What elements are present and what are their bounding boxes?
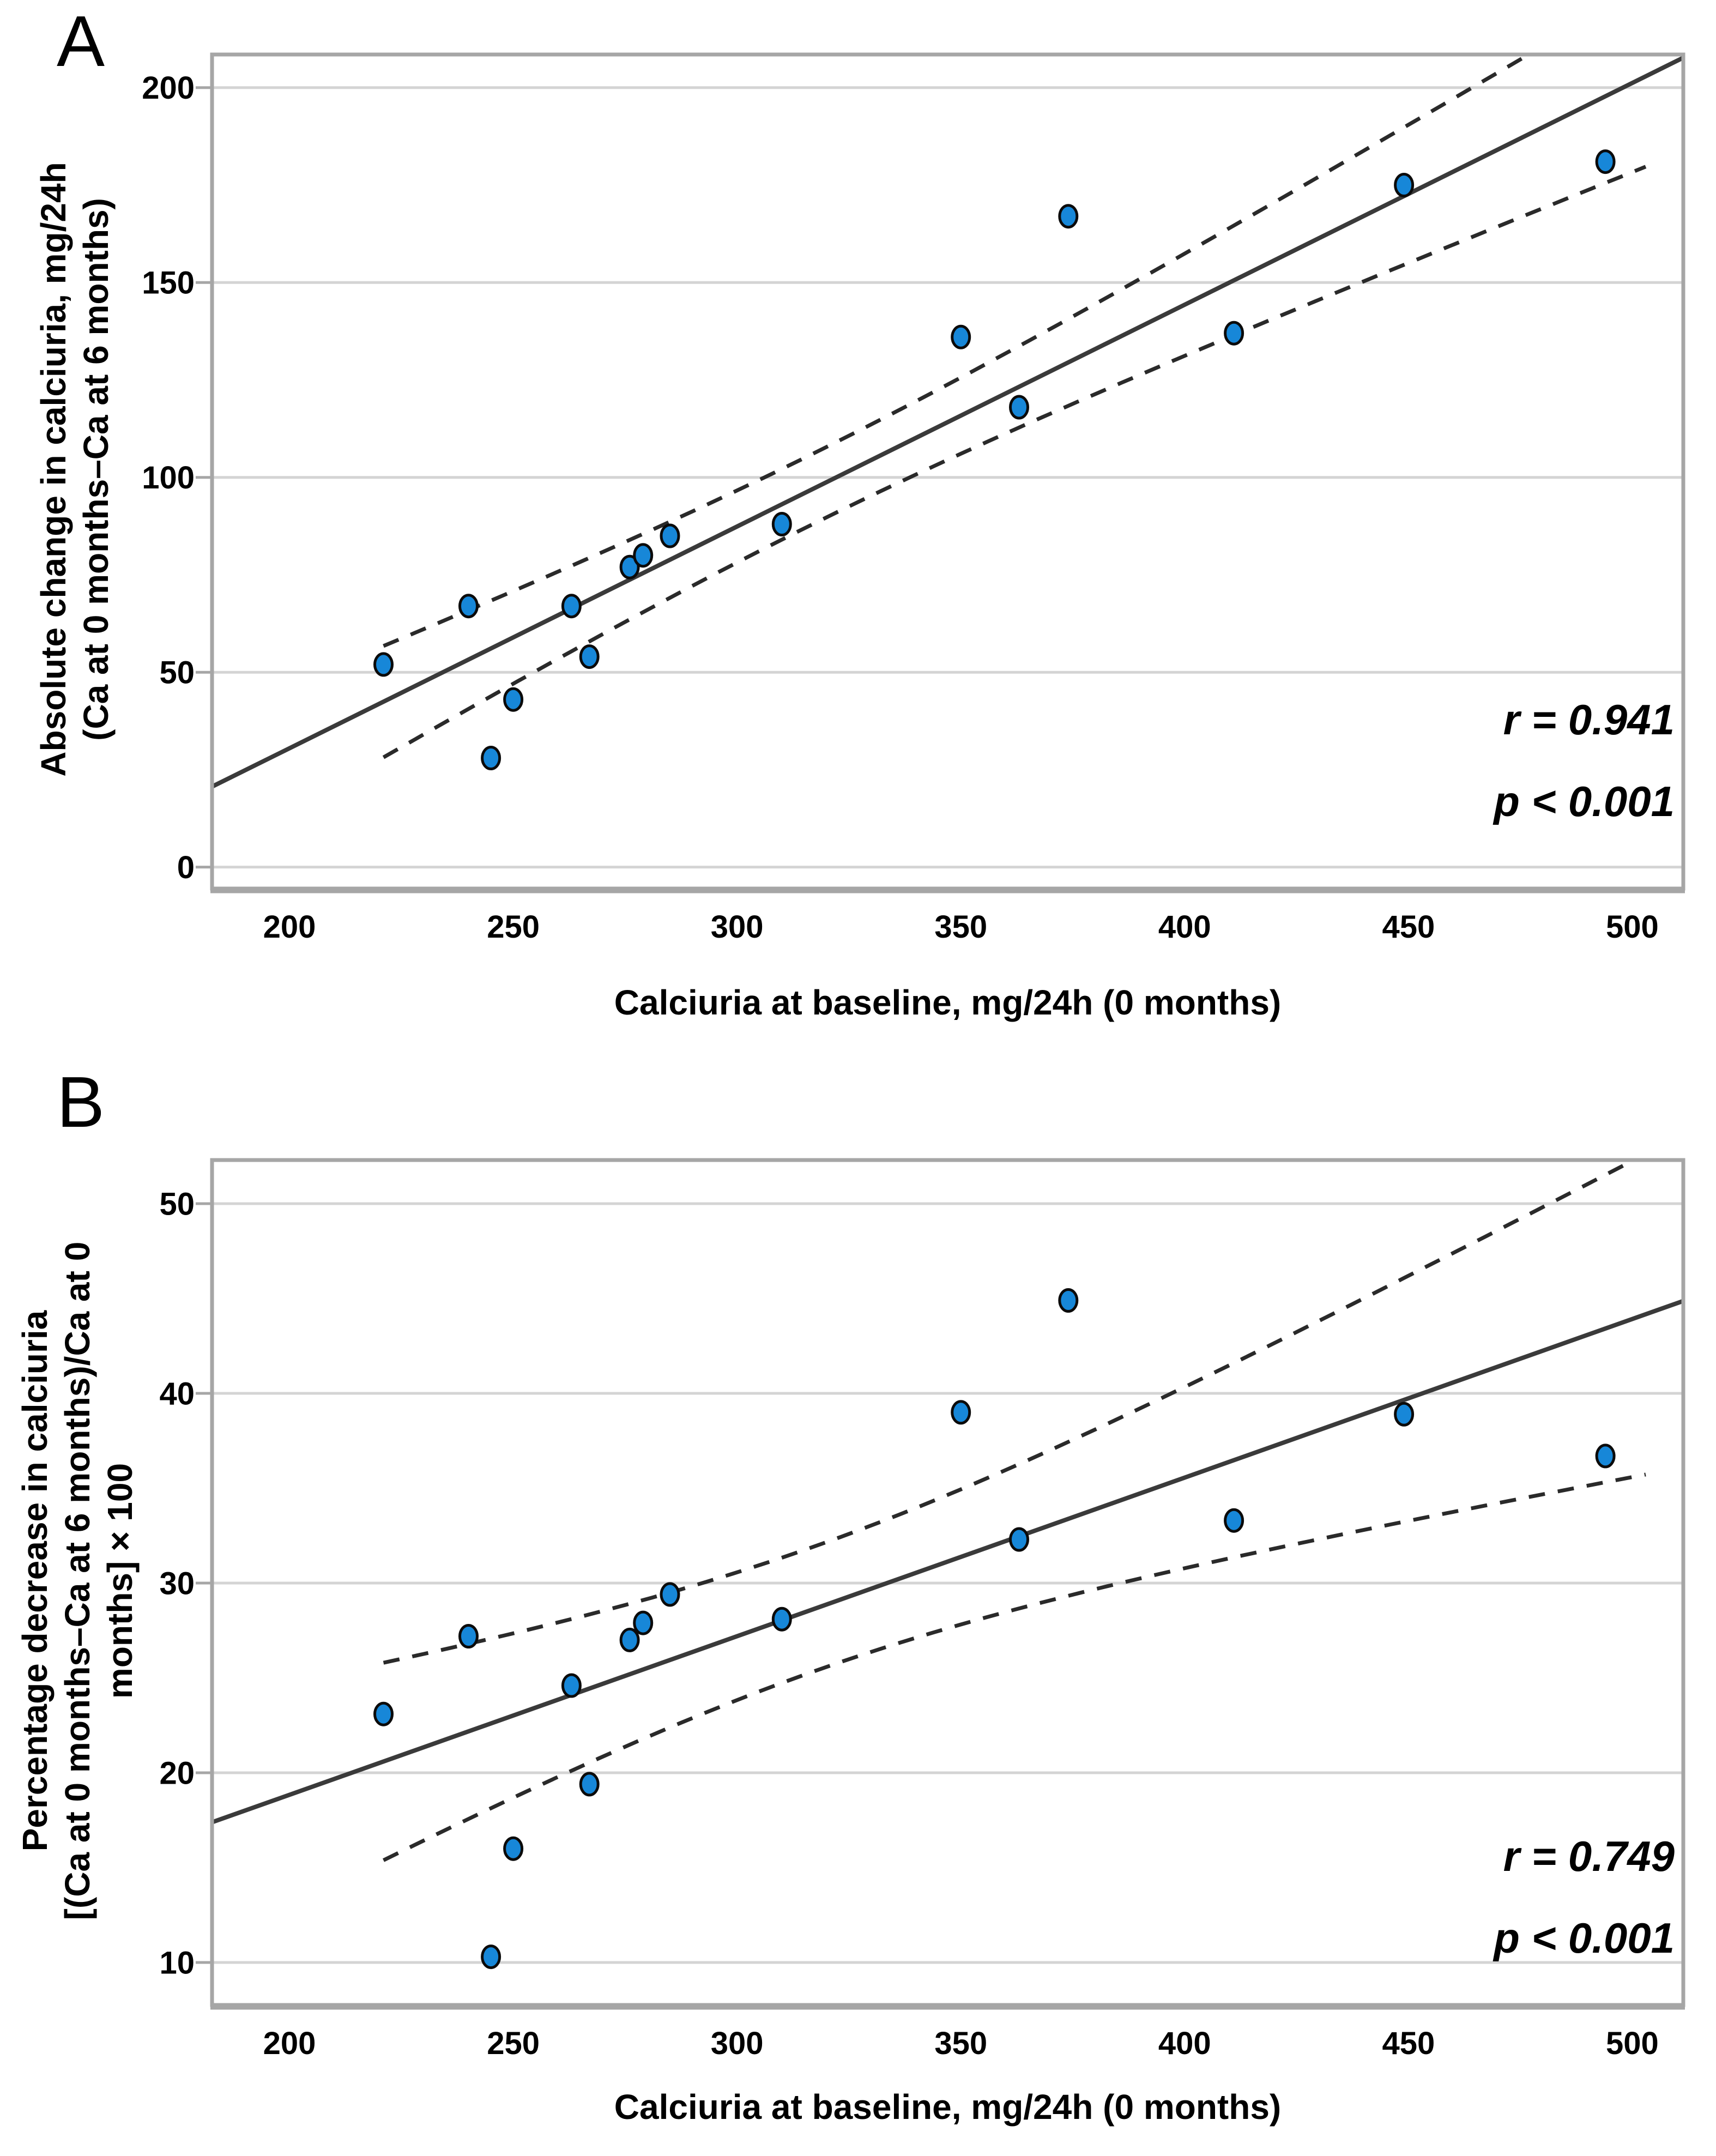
data-point [1224, 1508, 1244, 1533]
x-tick-label: 500 [1606, 2026, 1659, 2061]
data-point [771, 512, 792, 536]
data-point [660, 1582, 680, 1607]
y-tick-label: 100 [142, 460, 195, 496]
data-point [1058, 204, 1079, 229]
y-tick-label: 10 [159, 1945, 195, 1980]
panel-b-y-title-line3: months] × 100 [100, 1463, 140, 1699]
data-point [481, 746, 501, 770]
data-point [771, 1607, 792, 1632]
panel-a-stats: r = 0.941 p < 0.001 [1494, 679, 1675, 842]
ci-lower-curve [382, 1472, 1646, 1862]
data-point [579, 1772, 600, 1797]
x-tick-label: 350 [934, 909, 987, 945]
data-point [633, 543, 654, 568]
data-point [1058, 1288, 1079, 1313]
y-tick-label: 50 [159, 1186, 195, 1222]
panel-a-y-title-line1: Absolute change in calciuria, mg/24h [34, 162, 73, 777]
x-tick-label: 450 [1382, 2026, 1435, 2061]
data-point [503, 687, 524, 712]
y-tick-label: 0 [177, 850, 195, 885]
regression-line [212, 56, 1683, 789]
x-tick-label: 500 [1606, 909, 1659, 945]
y-tick-label: 40 [159, 1376, 195, 1411]
data-point [1595, 149, 1616, 174]
panel-b-p-value: p < 0.001 [1494, 1914, 1675, 1962]
data-point [373, 1701, 394, 1726]
y-tick-label: 200 [142, 70, 195, 106]
data-point [1224, 321, 1244, 346]
panel-a-p-value: p < 0.001 [1494, 777, 1675, 825]
panel-b-y-axis-title: Percentage decrease in calciuria [(Ca at… [14, 1172, 141, 1990]
x-tick-label: 200 [263, 909, 316, 945]
data-point [1595, 1444, 1616, 1469]
data-point [1394, 173, 1415, 197]
confidence-interval-curves [382, 1160, 1646, 1862]
x-tick-label: 300 [711, 2026, 764, 2061]
panel-a-x-axis-title: Calciuria at baseline, mg/24h (0 months) [614, 983, 1282, 1022]
plot-frame [210, 1158, 1685, 2007]
panel-a-r-value: r = 0.941 [1503, 696, 1675, 744]
panel-b-x-axis-title: Calciuria at baseline, mg/24h (0 months) [614, 2087, 1282, 2127]
panel-b-y-title-line2: [(Ca at 0 months–Ca at 6 months)/Ca at 0 [58, 1241, 97, 1921]
x-tick-label: 400 [1158, 2026, 1211, 2061]
data-point [951, 1400, 971, 1425]
x-tick-label: 450 [1382, 909, 1435, 945]
x-tick-label: 250 [487, 909, 540, 945]
gridlines [196, 1202, 1683, 1964]
data-point [1394, 1402, 1415, 1427]
data-point [619, 554, 640, 579]
regression-line [212, 1299, 1683, 1825]
panel-a-y-title-line2: (Ca at 0 months–Ca at 6 months) [76, 198, 116, 741]
panel-a-y-axis-title: Absolute change in calciuria, mg/24h (Ca… [32, 74, 117, 865]
confidence-interval-curves [382, 55, 1647, 759]
panel-a-label: A [57, 1, 105, 81]
plot-frame [210, 52, 1685, 891]
y-tick-label: 50 [159, 655, 195, 691]
x-tick-label: 250 [487, 2026, 540, 2061]
y-tick-label: 150 [142, 265, 195, 301]
data-point [579, 644, 600, 669]
data-point [458, 1624, 479, 1648]
scatter-points [373, 1288, 1616, 1970]
x-tick-label: 400 [1158, 909, 1211, 945]
data-point [951, 324, 971, 349]
data-point [1009, 1527, 1029, 1552]
data-point [503, 1836, 524, 1861]
data-point [458, 594, 479, 619]
panel-b-y-title-line1: Percentage decrease in calciuria [15, 1310, 55, 1852]
ci-upper-curve [383, 55, 1533, 648]
data-point [660, 523, 680, 548]
data-point [373, 652, 394, 677]
ci-lower-curve [382, 165, 1647, 759]
x-tick-label: 300 [711, 909, 764, 945]
y-tick-label: 20 [159, 1755, 195, 1791]
scatter-points [373, 149, 1616, 770]
panel-b-label: B [57, 1062, 105, 1142]
y-tick-label: 30 [159, 1566, 195, 1601]
x-tick-label: 350 [934, 2026, 987, 2061]
data-point [481, 1944, 501, 1970]
gridlines [196, 86, 1683, 869]
data-point [633, 1610, 654, 1635]
data-point [561, 594, 582, 619]
x-tick-label: 200 [263, 2026, 316, 2061]
panel-b-r-value: r = 0.749 [1503, 1832, 1675, 1880]
data-point [619, 1627, 640, 1652]
ci-upper-curve [383, 1160, 1639, 1665]
panel-b-stats: r = 0.749 p < 0.001 [1494, 1815, 1675, 1979]
data-point [1009, 395, 1029, 420]
data-point [561, 1673, 582, 1698]
